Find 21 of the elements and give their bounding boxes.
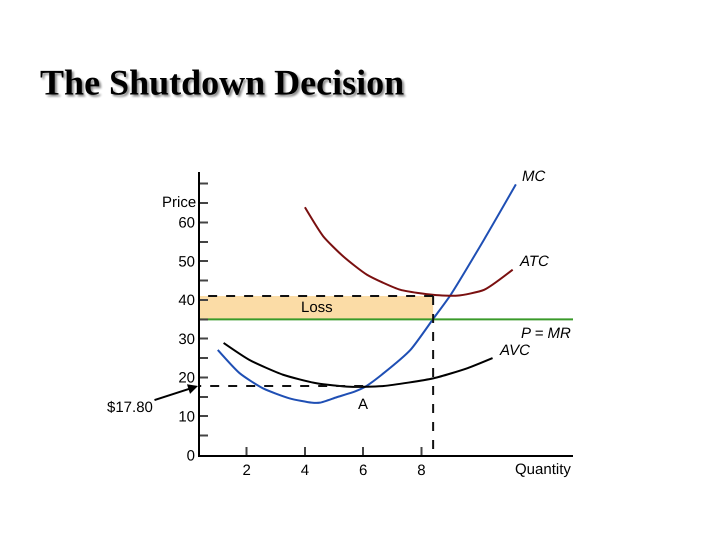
y-tick-label: 20	[178, 370, 195, 387]
series-label: ATC	[519, 253, 550, 270]
annotation: $17.80	[107, 399, 153, 416]
y-tick-label: 30	[178, 330, 195, 348]
x-tick-label: 6	[359, 462, 368, 479]
y-tick-label: 40	[178, 292, 195, 310]
x-axis-title: Quantity	[515, 461, 572, 478]
chart-title: The Shutdown Decision	[40, 62, 404, 102]
annotation: A	[358, 396, 368, 413]
x-tick-label: 4	[300, 462, 310, 479]
series-label: P = MR	[521, 325, 572, 342]
series-label: MC	[522, 168, 546, 185]
y-tick-label: 10	[178, 408, 195, 426]
series-label: AVC	[499, 342, 530, 359]
x-tick-label: 8	[417, 462, 426, 479]
y-tick-label: 60	[178, 214, 195, 232]
y-tick-label: 0	[186, 447, 195, 464]
y-axis-title: Price	[162, 194, 196, 211]
band-label: Loss	[301, 299, 333, 316]
x-tick-label: 2	[242, 462, 251, 479]
y-tick-label: 50	[178, 253, 195, 270]
